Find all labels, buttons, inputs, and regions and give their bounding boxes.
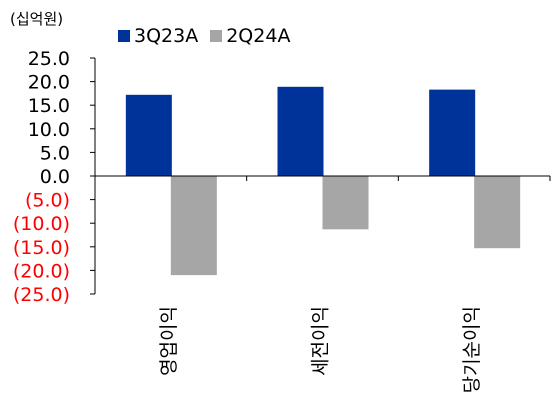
y-tick-label: 10.0: [28, 119, 70, 141]
legend-label-series-2: 2Q24A: [226, 25, 291, 47]
y-tick-label: (15.0): [13, 237, 70, 259]
y-tick-label: 25.0: [28, 48, 70, 70]
bar-1-영업이익: [125, 94, 172, 176]
y-tick-label: 0.0: [40, 166, 70, 188]
y-tick-label: (20.0): [13, 260, 70, 282]
legend-swatch-series-2: [210, 30, 223, 42]
y-tick-label: 15.0: [28, 95, 70, 117]
legend-item-series-2: 2Q24A: [210, 25, 290, 47]
bar-1-당기순이익: [429, 89, 476, 176]
x-tick-label: 영업이익: [158, 306, 180, 376]
y-tick-label: (10.0): [13, 213, 70, 235]
y-tick-label: (5.0): [25, 190, 70, 212]
legend-label-series-1: 3Q23A: [134, 25, 199, 47]
y-tick-label: (25.0): [13, 284, 70, 306]
legend-swatch-series-1: [118, 30, 130, 42]
bar-1-세전이익: [277, 86, 324, 176]
bar-2-영업이익: [170, 176, 217, 276]
legend: 3Q23A 2Q24A: [118, 25, 302, 47]
x-tick-label: 당기순이익: [461, 306, 483, 393]
legend-item-series-1: 3Q23A: [118, 25, 198, 47]
y-tick-label: 20.0: [28, 72, 70, 94]
bar-2-세전이익: [322, 176, 369, 230]
bar-2-당기순이익: [474, 176, 521, 249]
x-tick-label: 세전이익: [310, 306, 332, 376]
y-tick-label: 5.0: [40, 142, 70, 164]
unit-label: (십억원): [10, 10, 64, 28]
